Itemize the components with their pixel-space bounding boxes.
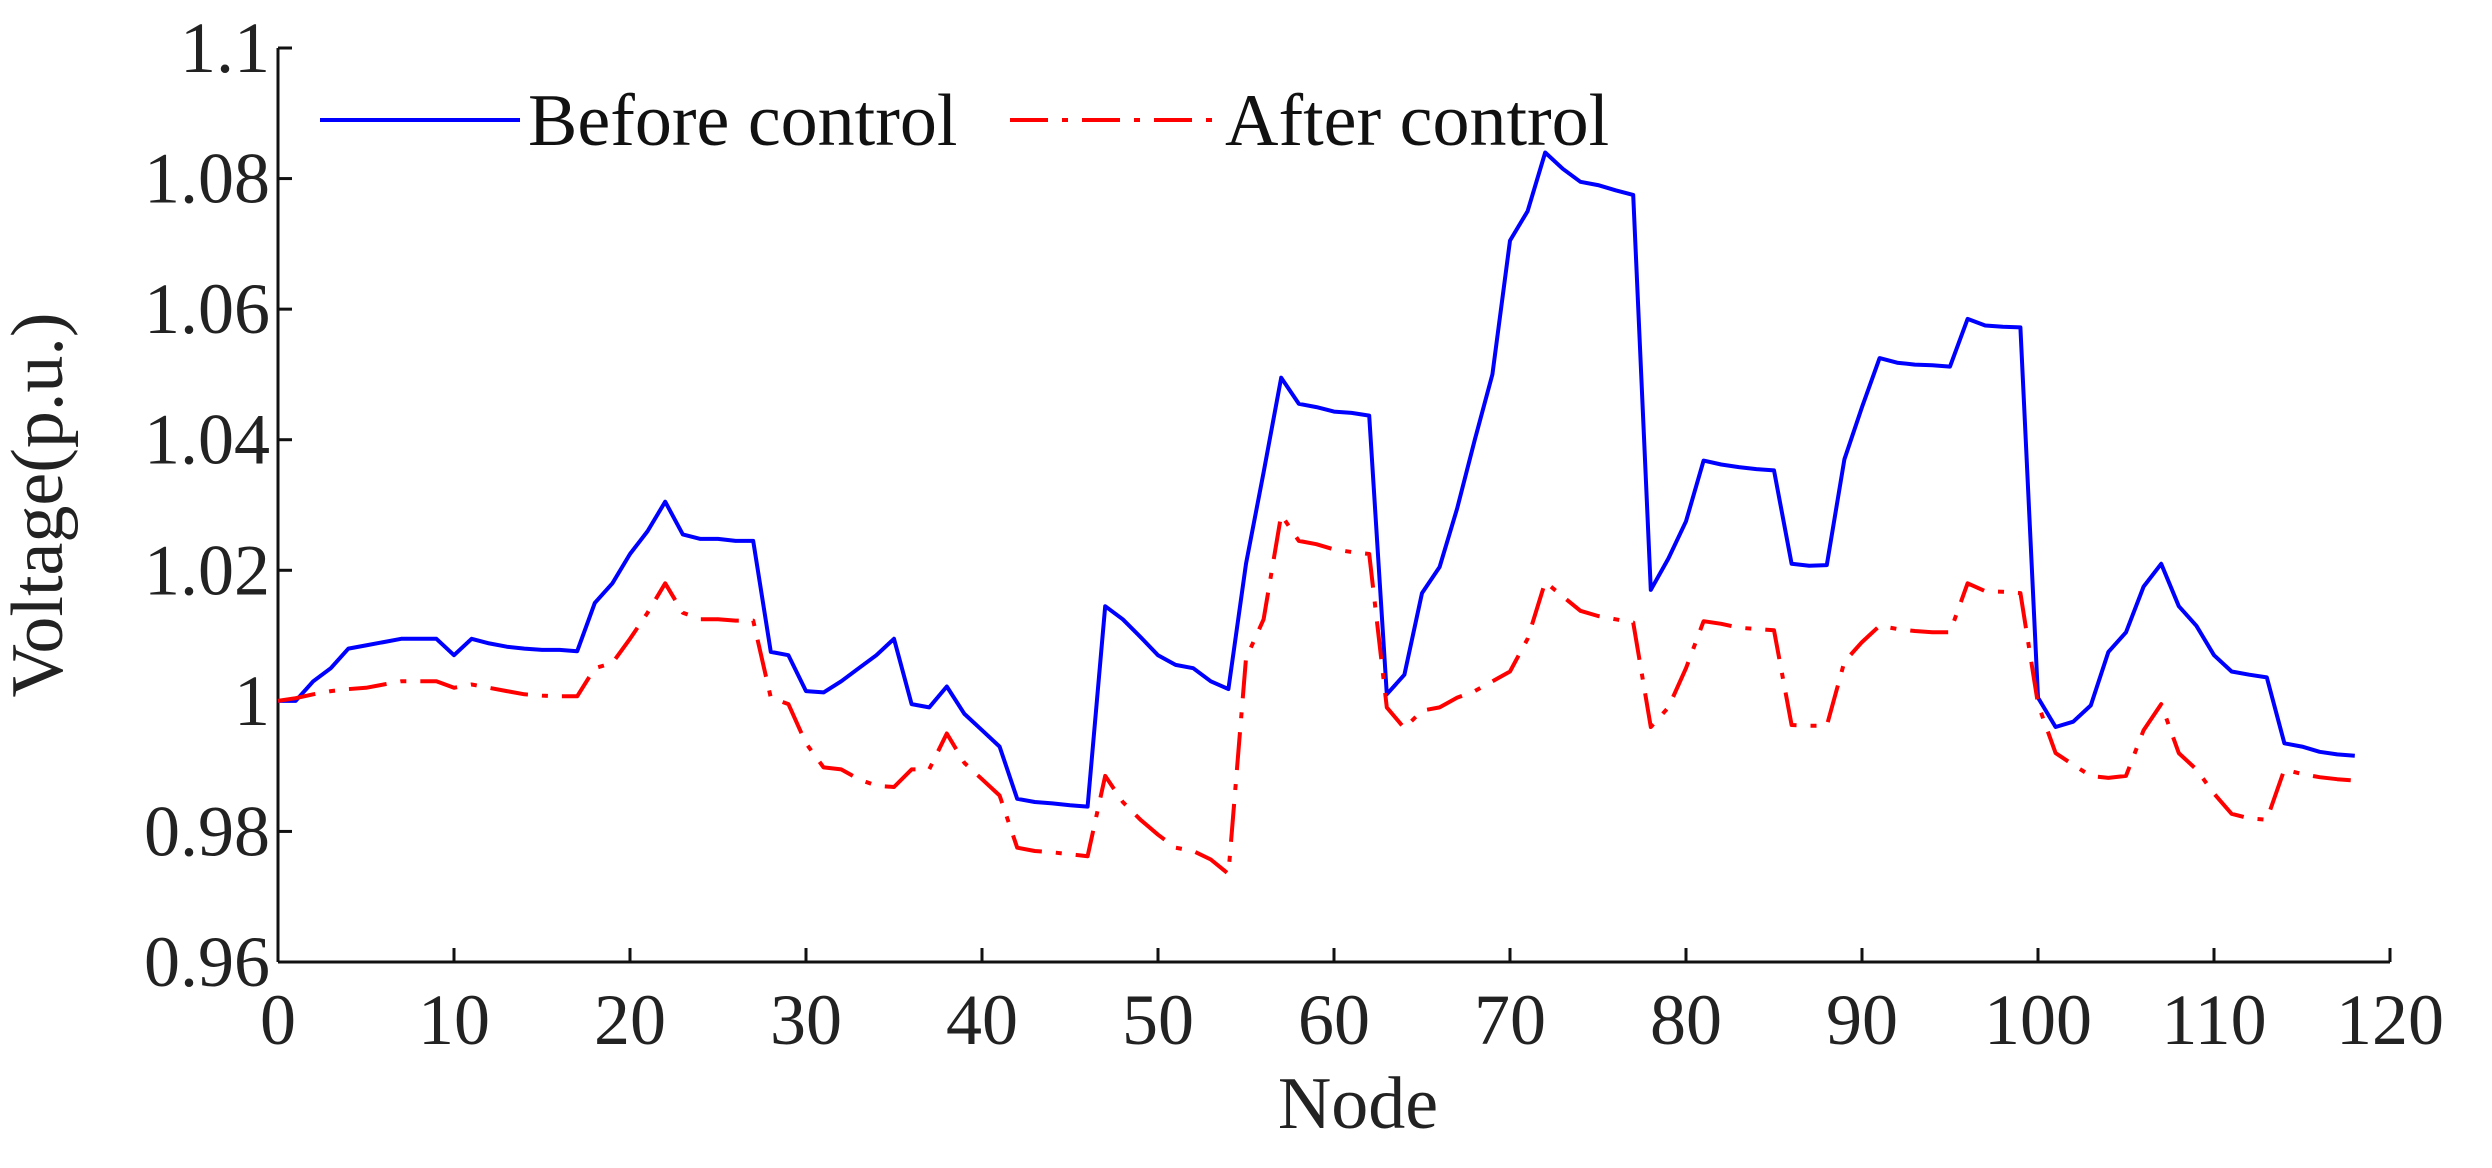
y-ticks: 0.96 0.98 1 1.02 1.04 1.06 1.08 1.1 (144, 8, 292, 1002)
legend-label-before-control: Before control (528, 80, 957, 162)
x-tick-label: 20 (594, 980, 666, 1060)
series-layer (277, 150, 2355, 876)
y-tick-label: 1.02 (144, 530, 270, 610)
x-axis-title: Node (1278, 1063, 1438, 1145)
y-tick-label: 1.04 (144, 400, 270, 480)
x-tick-label: 50 (1122, 980, 1194, 1060)
x-tick-label: 0 (260, 980, 296, 1060)
x-tick-label: 70 (1474, 980, 1546, 1060)
y-tick-label: 1.06 (144, 269, 270, 349)
y-tick-label: 0.96 (144, 922, 270, 1002)
series-line-after-control (277, 512, 2355, 876)
y-tick-label: 1.1 (180, 8, 270, 88)
series-line-before-control (278, 150, 2355, 809)
legend: Before control After control (320, 80, 1609, 162)
y-tick-label: 1 (234, 661, 270, 741)
y-tick-label: 0.98 (144, 791, 270, 871)
x-ticks: 0 10 20 30 40 50 60 70 80 90 100 110 120 (260, 948, 2444, 1060)
x-tick-label: 110 (2161, 980, 2266, 1060)
x-tick-label: 90 (1826, 980, 1898, 1060)
x-tick-label: 60 (1298, 980, 1370, 1060)
x-tick-label: 40 (946, 980, 1018, 1060)
x-tick-label: 120 (2336, 980, 2444, 1060)
y-axis-title: Voltage(p.u.) (0, 313, 79, 698)
plot-area: 0 10 20 30 40 50 60 70 80 90 100 110 120 0.96 0.98 1 1.… (144, 8, 2444, 1060)
legend-label-after-control: After control (1225, 80, 1609, 162)
x-tick-label: 30 (770, 980, 842, 1060)
x-tick-label: 80 (1650, 980, 1722, 1060)
x-tick-label: 10 (418, 980, 490, 1060)
x-tick-label: 100 (1984, 980, 2092, 1060)
y-tick-label: 1.08 (144, 139, 270, 219)
